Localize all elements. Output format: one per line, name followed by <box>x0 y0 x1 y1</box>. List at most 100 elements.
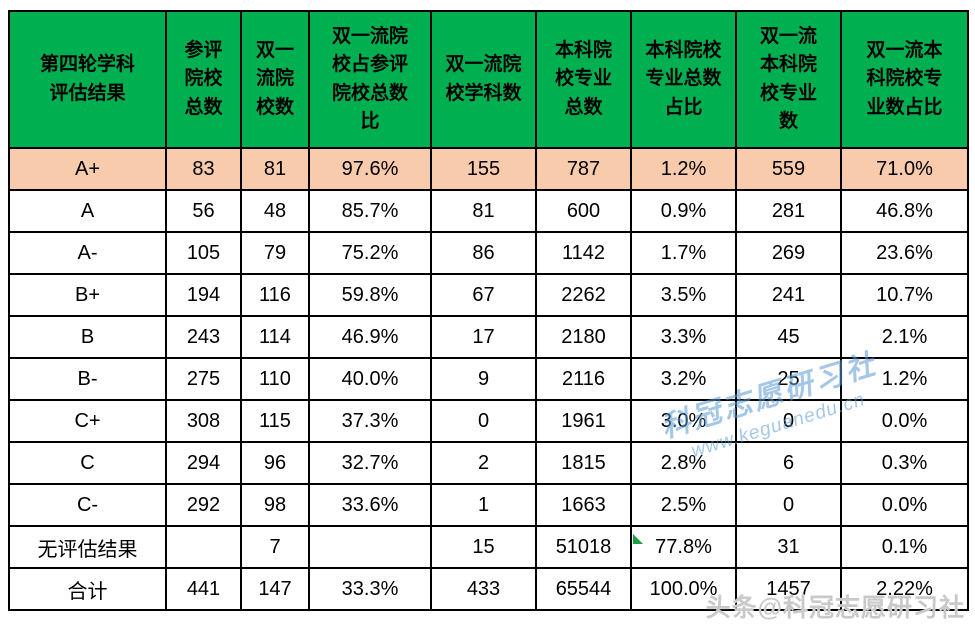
table-row-b-plus: B+ 194 116 59.8% 67 2262 3.5% 241 10.7% <box>8 273 969 317</box>
table-cell: 2116 <box>535 357 632 401</box>
table-cell: 281 <box>735 189 842 233</box>
table-cell: 46.9% <box>308 315 432 359</box>
evaluation-results-table: 第四轮学科 评估结果 参评 院校 总数 双一 流院 校数 双一流院 校占参评 院… <box>8 10 969 611</box>
table-cell: 71.0% <box>840 147 969 191</box>
table-cell: 2262 <box>535 273 632 317</box>
table-cell: 96 <box>240 441 310 485</box>
table-cell: 0.9% <box>630 189 737 233</box>
table-cell: 59.8% <box>308 273 432 317</box>
table-cell: 110 <box>240 357 310 401</box>
table-cell: 98 <box>240 483 310 527</box>
table-cell: 15 <box>430 525 537 569</box>
table-cell: 0 <box>735 483 842 527</box>
row-label: C <box>8 441 167 485</box>
table-cell: 1663 <box>535 483 632 527</box>
table-cell: 1142 <box>535 231 632 275</box>
row-label: B <box>8 315 167 359</box>
table-cell: 1.2% <box>630 147 737 191</box>
table-cell: 6 <box>735 441 842 485</box>
row-label: C- <box>8 483 167 527</box>
table-cell: 2 <box>430 441 537 485</box>
col-header-undergrad-major-total: 本科院 校专业 总数 <box>535 10 632 149</box>
table-cell: 787 <box>535 147 632 191</box>
col-header-dfc-undergrad-major-count: 双一流 本科院 校专业 数 <box>735 10 842 149</box>
table-cell: 194 <box>165 273 242 317</box>
table-cell: 2180 <box>535 315 632 359</box>
table-cell: 17 <box>430 315 537 359</box>
table-cell: 3.0% <box>630 399 737 443</box>
table-cell: 81 <box>240 147 310 191</box>
col-header-double-first-class-ratio: 双一流院 校占参评 院校总数 比 <box>308 10 432 149</box>
row-label: A- <box>8 231 167 275</box>
table-cell: 31 <box>735 525 842 569</box>
table-cell: 105 <box>165 231 242 275</box>
row-label: A <box>8 189 167 233</box>
table-cell: 25 <box>735 357 842 401</box>
table-cell: 46.8% <box>840 189 969 233</box>
table-cell: 441 <box>165 567 242 611</box>
table-cell: 40.0% <box>308 357 432 401</box>
footer-credit: 头条@科冠志愿研习社 <box>705 594 965 622</box>
row-label: C+ <box>8 399 167 443</box>
table-cell: 2.8% <box>630 441 737 485</box>
table-row-b-minus: B- 275 110 40.0% 9 2116 3.2% 25 1.2% <box>8 357 969 401</box>
table-row-a-minus: A- 105 79 75.2% 86 1142 1.7% 269 23.6% <box>8 231 969 275</box>
table-cell: 75.2% <box>308 231 432 275</box>
table-cell: 1.7% <box>630 231 737 275</box>
col-header-participating-school-total: 参评 院校 总数 <box>165 10 242 149</box>
row-label: B+ <box>8 273 167 317</box>
table-cell: 1815 <box>535 441 632 485</box>
col-header-double-first-class-discipline-count: 双一流院 校学科数 <box>430 10 537 149</box>
table-cell: 600 <box>535 189 632 233</box>
table-cell: 115 <box>240 399 310 443</box>
table-cell: 85.7% <box>308 189 432 233</box>
table-cell: 67 <box>430 273 537 317</box>
table-cell: 243 <box>165 315 242 359</box>
table-cell: 114 <box>240 315 310 359</box>
table-cell: 77.8% <box>630 525 737 569</box>
table-cell: 100.0% <box>630 567 737 611</box>
table-row-total: 合计 441 147 33.3% 433 65544 100.0% 1457 2… <box>8 567 969 611</box>
table-cell: 65544 <box>535 567 632 611</box>
table-cell: 23.6% <box>840 231 969 275</box>
table-cell: 79 <box>240 231 310 275</box>
table-cell: 48 <box>240 189 310 233</box>
table-cell: 3.5% <box>630 273 737 317</box>
table-cell: 56 <box>165 189 242 233</box>
table-cell <box>308 525 432 569</box>
header-row: 第四轮学科 评估结果 参评 院校 总数 双一 流院 校数 双一流院 校占参评 院… <box>8 10 969 149</box>
table-cell: 2.1% <box>840 315 969 359</box>
row-label: 合计 <box>8 567 167 611</box>
col-header-double-first-class-school-count: 双一 流院 校数 <box>240 10 310 149</box>
table-row-no-result: 无评估结果 7 15 51018 77.8% 31 0.1% <box>8 525 969 569</box>
table-cell: 147 <box>240 567 310 611</box>
table-cell: 0.0% <box>840 399 969 443</box>
table-cell: 1.2% <box>840 357 969 401</box>
table-cell: 155 <box>430 147 537 191</box>
table-cell: 0.1% <box>840 525 969 569</box>
cell-flag-icon <box>633 534 643 544</box>
table-cell: 9 <box>430 357 537 401</box>
table-cell: 45 <box>735 315 842 359</box>
table-cell: 37.3% <box>308 399 432 443</box>
col-header-undergrad-major-ratio: 本科院校 专业总数 占比 <box>630 10 737 149</box>
table-cell: 51018 <box>535 525 632 569</box>
table-cell: 33.3% <box>308 567 432 611</box>
table-cell: 294 <box>165 441 242 485</box>
table-cell: 0.3% <box>840 441 969 485</box>
col-header-evaluation-result: 第四轮学科 评估结果 <box>8 10 167 149</box>
table-cell <box>165 525 242 569</box>
row-label: B- <box>8 357 167 401</box>
table-cell: 269 <box>735 231 842 275</box>
table-cell: 97.6% <box>308 147 432 191</box>
table-cell: 0 <box>735 399 842 443</box>
table-row-c-minus: C- 292 98 33.6% 1 1663 2.5% 0 0.0% <box>8 483 969 527</box>
table-cell: 241 <box>735 273 842 317</box>
table-cell: 2.22% <box>840 567 969 611</box>
col-header-dfc-undergrad-major-ratio: 双一流本 科院校专 业数占比 <box>840 10 969 149</box>
table-cell: 3.2% <box>630 357 737 401</box>
table-cell: 1 <box>430 483 537 527</box>
table-cell: 86 <box>430 231 537 275</box>
table-cell: 32.7% <box>308 441 432 485</box>
table-cell: 83 <box>165 147 242 191</box>
